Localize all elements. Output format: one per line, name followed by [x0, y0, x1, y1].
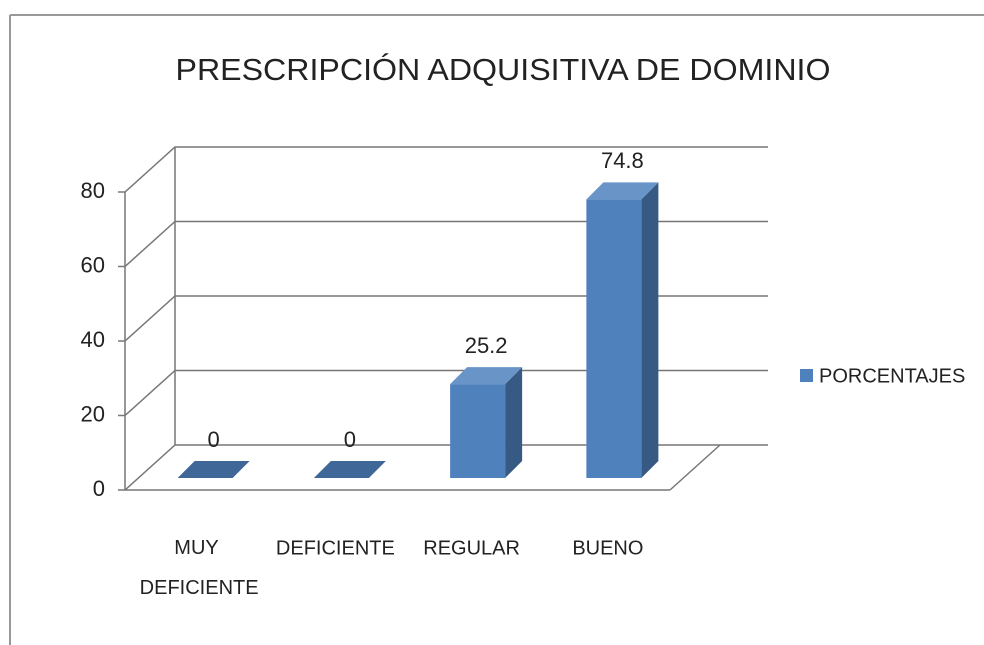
bar: [450, 367, 523, 478]
x-tick-label: MUY DEFICIENTE: [140, 537, 259, 599]
bar-top: [450, 367, 523, 385]
legend-swatch: [800, 369, 813, 382]
bar-side: [641, 182, 659, 478]
grid-line: [124, 220, 768, 268]
y-tick-label: 60: [81, 252, 105, 277]
y-tick-label: 0: [93, 476, 105, 501]
bar: [177, 461, 250, 478]
x-tick-label: REGULAR: [423, 537, 520, 559]
floor-right-edge: [669, 444, 721, 491]
chart-title: PRESCRIPCIÓN ADQUISITIVA DE DOMINIO: [176, 52, 831, 87]
bar-top: [313, 461, 386, 478]
grid-line: [124, 146, 768, 193]
x-tick-label: BUENO: [572, 537, 643, 559]
legend-label: PORCENTAJES: [819, 365, 965, 387]
bar: [586, 182, 659, 478]
grid-line: [124, 369, 768, 417]
grid-line: [124, 444, 768, 491]
bar-top: [586, 182, 659, 200]
y-tick-label: 80: [81, 178, 105, 203]
data-label: 0: [208, 427, 220, 452]
grid-line: [124, 295, 768, 342]
bar-top: [177, 461, 250, 478]
y-tick-label: 20: [81, 401, 105, 426]
bar-front: [586, 199, 642, 478]
x-tick-label: DEFICIENTE: [276, 537, 395, 559]
data-label: 74.8: [601, 148, 644, 173]
data-label: 0: [344, 427, 356, 452]
bar: [313, 461, 386, 478]
bar-side: [505, 367, 523, 478]
y-tick-label: 40: [81, 327, 105, 352]
data-label: 25.2: [465, 333, 508, 358]
bar-front: [450, 384, 506, 478]
